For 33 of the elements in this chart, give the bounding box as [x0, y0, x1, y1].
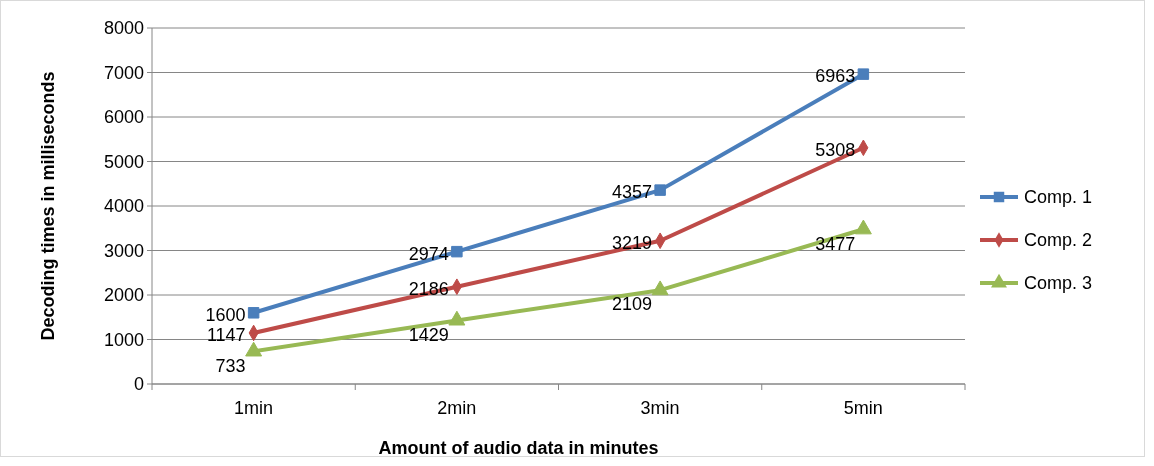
y-tick-label: 3000 — [103, 240, 144, 261]
y-tick-label: 2000 — [103, 285, 144, 306]
point — [654, 184, 666, 196]
data-label: 2109 — [612, 294, 653, 315]
data-label: 1147 — [206, 325, 246, 346]
point — [451, 245, 463, 258]
data-label: 733 — [215, 355, 246, 376]
y-tick-label: 7000 — [103, 62, 144, 83]
y-tick-label: 5000 — [103, 151, 144, 172]
y-axis-title: Decoding times in milliseconds — [38, 71, 58, 341]
x-tick-label: 5min — [843, 398, 883, 418]
x-tick-label: 3min — [640, 398, 680, 418]
data-label: 4357 — [612, 182, 653, 203]
data-label: 1429 — [408, 324, 449, 345]
y-tick-label: 8000 — [103, 18, 144, 39]
y-tick-label: 6000 — [103, 107, 144, 128]
data-label: 1600 — [205, 305, 246, 326]
x-tick-label: 1min — [234, 398, 274, 418]
data-label: 3477 — [815, 233, 856, 254]
x-axis-title: Amount of audio data in minutes — [378, 438, 659, 458]
x-tick-label: 2min — [437, 398, 477, 418]
y-tick-label: 0 — [133, 374, 144, 395]
data-label: 5308 — [815, 140, 856, 161]
y-tick-label: 4000 — [103, 196, 144, 217]
legend-label: Comp. 1 — [1024, 187, 1093, 208]
point — [857, 68, 870, 80]
data-label: 6963 — [815, 66, 856, 87]
legend-label: Comp. 2 — [1024, 230, 1093, 251]
point — [651, 280, 669, 296]
y-tick-label: 1000 — [103, 329, 144, 350]
data-label: 2974 — [408, 243, 449, 264]
point — [247, 307, 260, 319]
legend-label: Comp. 3 — [1024, 273, 1093, 294]
